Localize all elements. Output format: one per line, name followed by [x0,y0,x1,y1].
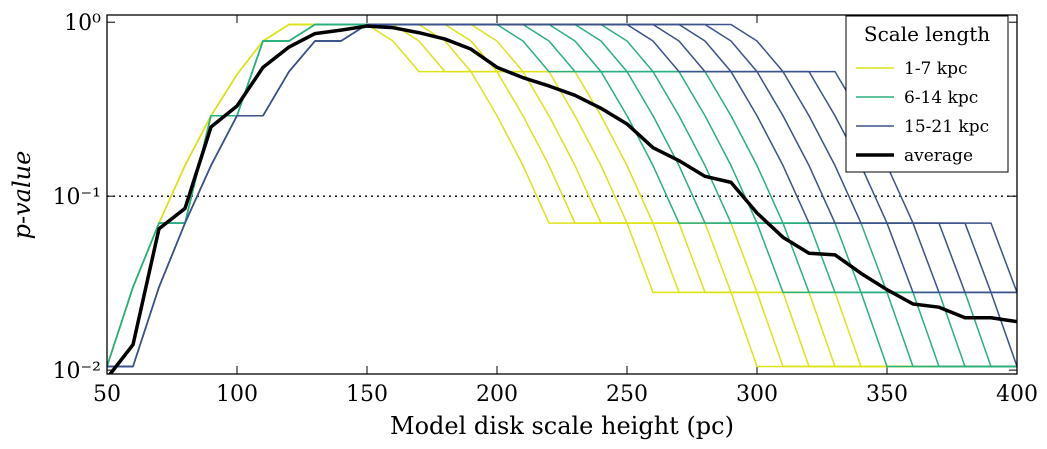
plot-lines [107,23,1017,374]
legend-box [845,15,1009,173]
x-tick-label: 100 [216,382,258,407]
y-axis-label: p-value [8,151,36,240]
y-tick-label: 10⁻¹ [53,185,101,210]
x-tick-label: 400 [996,382,1038,407]
legend-label: 6-14 kpc [904,88,978,108]
x-tick-label: 50 [93,382,121,407]
plot-frame [106,14,1018,375]
x-tick-label: 200 [476,382,518,407]
x-axis-label: Model disk scale height (pc) [390,412,734,440]
x-tick-label: 150 [346,382,388,407]
x-tick-label: 350 [866,382,908,407]
y-tick-label: 10⁰ [64,11,101,36]
series-line [107,24,1017,374]
legend-label: 15-21 kpc [904,117,989,137]
legend-title: Scale length [864,22,990,46]
x-tick-label: 250 [606,382,648,407]
legend-label: average [904,146,973,166]
x-tick-label: 300 [736,382,778,407]
legend-label: 1-7 kpc [904,59,967,79]
y-tick-label: 10⁻² [53,359,101,384]
